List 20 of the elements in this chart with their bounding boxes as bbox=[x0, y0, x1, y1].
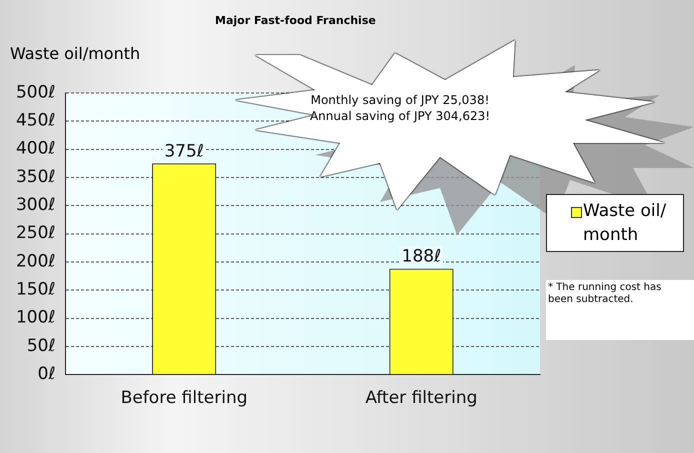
annotation: Annual saving of JPY 304,623! bbox=[308, 109, 492, 123]
y-tick-label: 450ℓ bbox=[16, 110, 56, 131]
y-axis-title: Waste oil/month bbox=[10, 44, 140, 63]
y-tick-label: 200ℓ bbox=[16, 251, 56, 272]
y-tick-label: 400ℓ bbox=[16, 138, 56, 159]
y-tick-label: 350ℓ bbox=[16, 166, 56, 187]
chart-title: Major Fast-food Franchise bbox=[215, 14, 376, 27]
y-tick-label: 50ℓ bbox=[26, 336, 56, 356]
x-tick-label: After filtering bbox=[365, 388, 478, 408]
data-label: 188ℓ bbox=[402, 246, 442, 267]
annotation: Monthly saving of JPY 25,038! bbox=[310, 93, 490, 107]
y-tick-label: 250ℓ bbox=[16, 223, 56, 244]
x-tick-label: Before filtering bbox=[120, 388, 248, 408]
text: * The running cost has been subtracted. bbox=[546, 280, 694, 340]
y-tick-label: 150ℓ bbox=[16, 280, 56, 300]
y-tick-label: 500ℓ bbox=[16, 82, 56, 102]
y-tick-label: 300ℓ bbox=[16, 195, 56, 216]
y-tick-label: 0ℓ bbox=[38, 364, 56, 384]
y-tick-label: 100ℓ bbox=[16, 308, 56, 328]
data-label: 375ℓ bbox=[164, 141, 204, 162]
